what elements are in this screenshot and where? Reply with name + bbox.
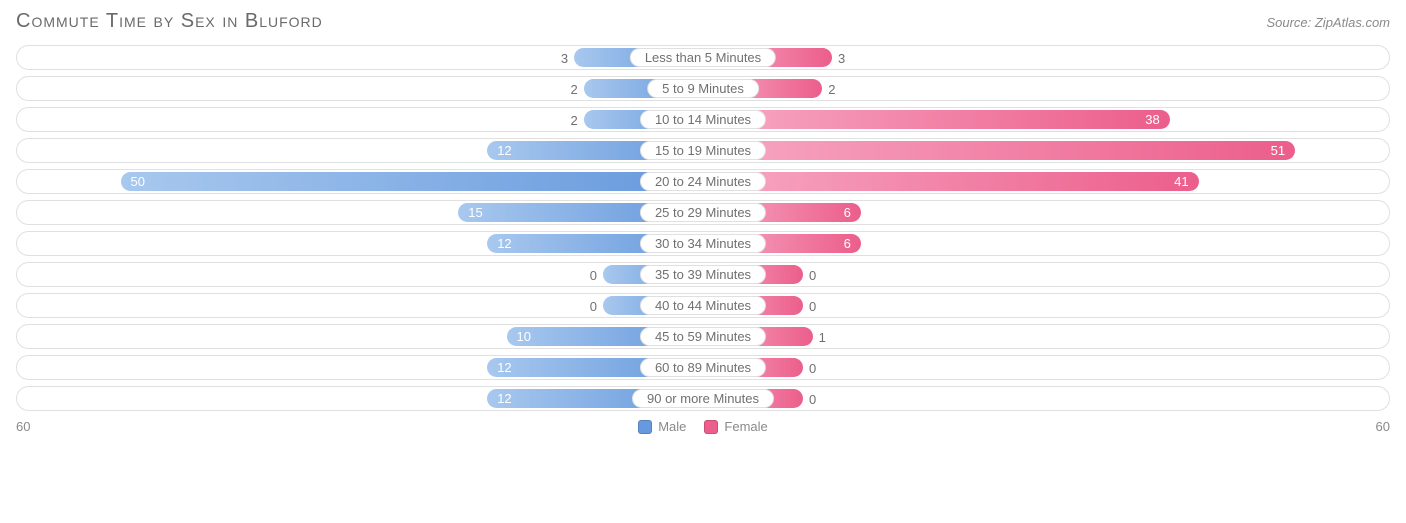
- category-label: 60 to 89 Minutes: [640, 358, 766, 377]
- category-label: 45 to 59 Minutes: [640, 327, 766, 346]
- female-swatch-icon: [704, 420, 718, 434]
- chart-header: Commute Time by Sex in Bluford Source: Z…: [16, 10, 1390, 33]
- chart-row: 2 2 5 to 9 Minutes: [16, 76, 1390, 101]
- chart-row: 12 0 90 or more Minutes: [16, 386, 1390, 411]
- male-value: 2: [570, 77, 577, 102]
- female-value: 38: [1135, 112, 1169, 127]
- male-value: 12: [487, 360, 521, 375]
- chart-row: 10 1 45 to 59 Minutes: [16, 324, 1390, 349]
- legend-label-male: Male: [658, 419, 686, 434]
- female-value: 0: [809, 263, 816, 288]
- female-value: 3: [838, 46, 845, 71]
- chart-rows: 3 3 Less than 5 Minutes 2 2 5 to 9 Minutes 2 38…: [16, 45, 1390, 411]
- chart-row: 2 38 10 to 14 Minutes: [16, 107, 1390, 132]
- female-value: 0: [809, 387, 816, 412]
- chart-row: 12 6 30 to 34 Minutes: [16, 231, 1390, 256]
- male-value: 2: [570, 108, 577, 133]
- male-value: 0: [590, 294, 597, 319]
- category-label: 90 or more Minutes: [632, 389, 774, 408]
- male-value: 3: [561, 46, 568, 71]
- female-value: 1: [819, 325, 826, 350]
- category-label: 25 to 29 Minutes: [640, 203, 766, 222]
- male-value: 10: [507, 329, 541, 344]
- female-value: 0: [809, 294, 816, 319]
- category-label: 35 to 39 Minutes: [640, 265, 766, 284]
- legend-label-female: Female: [724, 419, 767, 434]
- male-value: 12: [487, 391, 521, 406]
- female-bar: 38: [703, 110, 1170, 129]
- male-value: 15: [458, 205, 492, 220]
- legend-item-male: Male: [638, 419, 686, 434]
- female-value: 2: [828, 77, 835, 102]
- category-label: 5 to 9 Minutes: [647, 79, 759, 98]
- axis-right-max: 60: [1376, 419, 1390, 434]
- female-value: 41: [1164, 174, 1198, 189]
- chart-legend: Male Female: [638, 419, 768, 434]
- chart-footer: 60 Male Female 60: [16, 419, 1390, 434]
- axis-left-max: 60: [16, 419, 30, 434]
- male-bar: 50: [121, 172, 704, 191]
- chart-row: 12 51 15 to 19 Minutes: [16, 138, 1390, 163]
- chart-row: 3 3 Less than 5 Minutes: [16, 45, 1390, 70]
- category-label: 20 to 24 Minutes: [640, 172, 766, 191]
- female-value: 6: [834, 236, 861, 251]
- male-value: 12: [487, 236, 521, 251]
- legend-item-female: Female: [704, 419, 767, 434]
- chart-row: 12 0 60 to 89 Minutes: [16, 355, 1390, 380]
- female-value: 51: [1261, 143, 1295, 158]
- female-value: 6: [834, 205, 861, 220]
- chart-row: 0 0 40 to 44 Minutes: [16, 293, 1390, 318]
- chart-row: 15 6 25 to 29 Minutes: [16, 200, 1390, 225]
- category-label: 15 to 19 Minutes: [640, 141, 766, 160]
- male-swatch-icon: [638, 420, 652, 434]
- chart-container: Commute Time by Sex in Bluford Source: Z…: [0, 0, 1406, 523]
- female-bar: 41: [703, 172, 1199, 191]
- male-value: 12: [487, 143, 521, 158]
- male-value: 50: [121, 174, 155, 189]
- chart-title: Commute Time by Sex in Bluford: [16, 10, 323, 33]
- female-bar: 51: [703, 141, 1295, 160]
- category-label: 30 to 34 Minutes: [640, 234, 766, 253]
- female-value: 0: [809, 356, 816, 381]
- category-label: 10 to 14 Minutes: [640, 110, 766, 129]
- chart-row: 50 41 20 to 24 Minutes: [16, 169, 1390, 194]
- chart-source: Source: ZipAtlas.com: [1266, 15, 1390, 30]
- chart-row: 0 0 35 to 39 Minutes: [16, 262, 1390, 287]
- category-label: 40 to 44 Minutes: [640, 296, 766, 315]
- category-label: Less than 5 Minutes: [630, 48, 776, 67]
- male-value: 0: [590, 263, 597, 288]
